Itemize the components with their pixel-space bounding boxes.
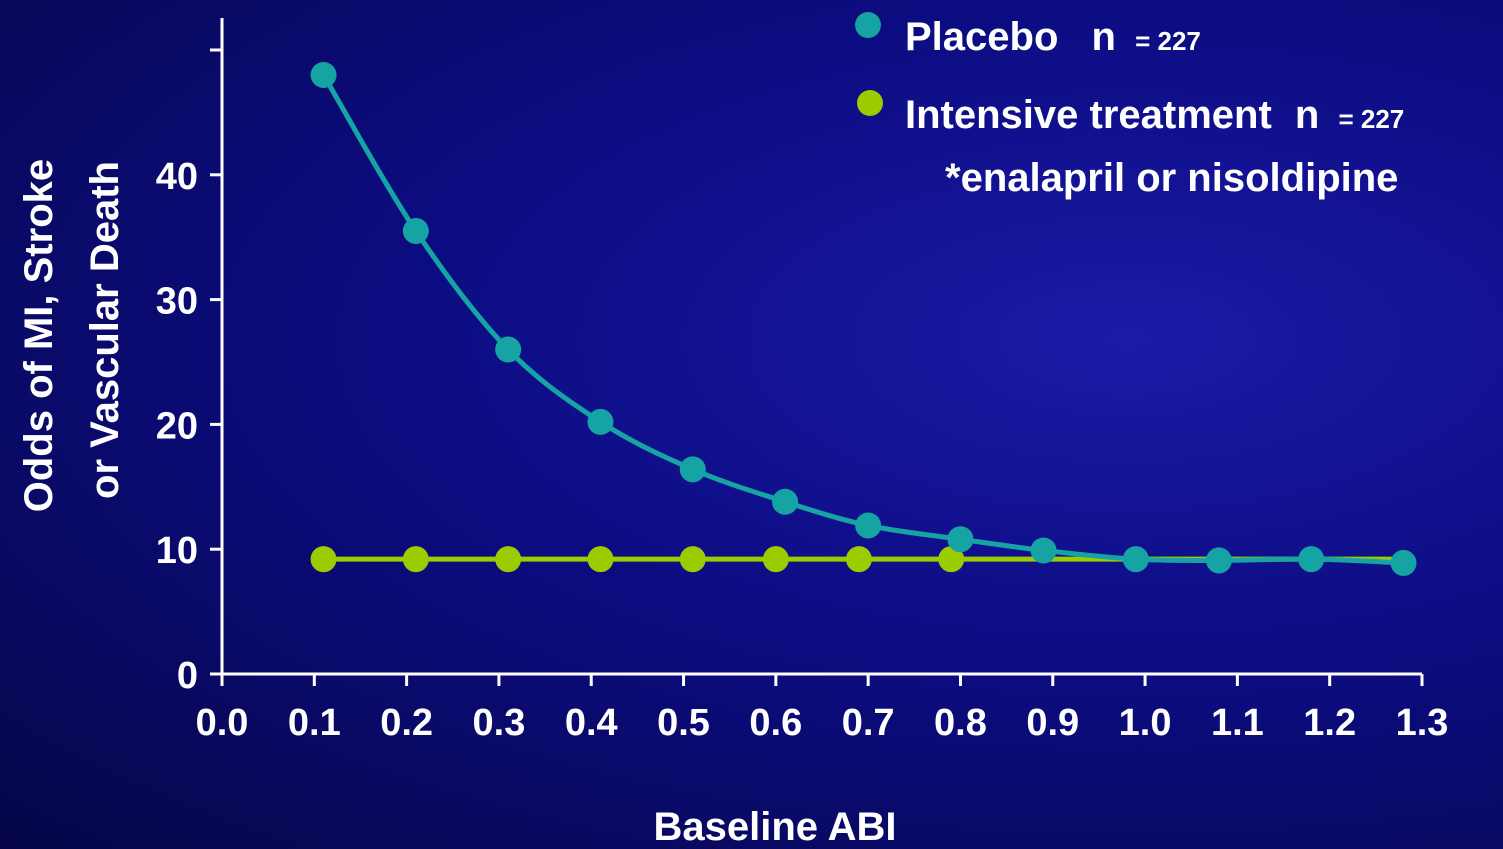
y-tick-label: 30 <box>156 281 198 323</box>
y-axis-title: Odds of MI, Stroke or Vascular Death <box>17 148 127 512</box>
y-tick-label: 10 <box>156 530 198 572</box>
data-point-intensive <box>402 546 429 573</box>
data-point-placebo <box>310 61 337 88</box>
x-tick-label: 0.1 <box>288 702 341 744</box>
data-point-intensive <box>679 546 706 573</box>
data-point-placebo <box>1298 546 1325 573</box>
data-point-placebo <box>679 456 706 483</box>
data-point-intensive <box>310 546 337 573</box>
data-point-intensive <box>495 546 522 573</box>
data-point-placebo <box>1205 547 1232 574</box>
x-tick-label: 1.0 <box>1119 702 1172 744</box>
x-axis-ticks: 0.0 0.1 0.2 0.3 0.4 0.5 0.6 0.7 0.8 0.9 1.0 1.1 1.2 1… <box>196 674 1449 744</box>
x-tick-label: 0.0 <box>196 702 249 744</box>
x-tick-label: 0.8 <box>934 702 987 744</box>
x-axis-title: Baseline ABI <box>653 805 896 849</box>
x-tick-label: 0.3 <box>473 702 526 744</box>
legend-label-intensive: Intensive treatment n = 227 <box>905 93 1404 137</box>
legend-label-placebo: Placebo n = 227 <box>905 15 1201 59</box>
x-tick-label: 0.9 <box>1026 702 1079 744</box>
x-tick-label: 1.1 <box>1211 702 1264 744</box>
legend-note-intensive: *enalapril or nisoldipine <box>945 156 1398 200</box>
data-point-intensive <box>845 546 872 573</box>
series-line-placebo <box>321 73 1404 566</box>
legend-name-intensive: Intensive treatment <box>905 93 1272 137</box>
y-tick-label: 40 <box>156 156 198 198</box>
x-tick-label: 0.4 <box>565 702 618 744</box>
data-point-placebo <box>947 526 974 553</box>
legend-name-placebo: Placebo <box>905 15 1058 59</box>
legend-marker-intensive <box>857 90 883 116</box>
legend-n-label-placebo: n <box>1092 15 1116 59</box>
y-axis-ticks: 0 10 20 30 40 <box>156 48 222 697</box>
x-tick-label: 1.3 <box>1396 702 1449 744</box>
y-axis-title-line1: Odds of MI, Stroke <box>17 159 61 512</box>
chart-axes <box>212 18 1422 676</box>
series-points <box>310 61 1417 576</box>
x-tick-label: 0.5 <box>657 702 710 744</box>
data-point-placebo <box>772 488 799 515</box>
data-point-placebo <box>495 336 522 363</box>
x-tick-label: 0.2 <box>380 702 433 744</box>
data-point-intensive <box>587 546 614 573</box>
x-tick-label: 0.6 <box>749 702 802 744</box>
data-point-placebo <box>402 217 429 244</box>
legend-n-value-intensive: = 227 <box>1338 104 1404 134</box>
data-point-placebo <box>855 512 882 539</box>
data-point-intensive <box>938 546 965 573</box>
legend-n-label-intensive: n <box>1295 93 1319 137</box>
series-lines <box>321 73 1404 566</box>
data-point-placebo <box>1122 546 1149 573</box>
y-tick-label: 20 <box>156 405 198 447</box>
legend-n-value-placebo: = 227 <box>1135 26 1201 56</box>
legend-marker-placebo <box>855 12 881 38</box>
legend-item-placebo: Placebo n = 227 <box>855 12 1201 59</box>
legend-item-intensive: Intensive treatment n = 227 *enalapril o… <box>857 90 1404 200</box>
data-point-placebo <box>1390 549 1417 576</box>
x-tick-label: 0.7 <box>842 702 895 744</box>
data-point-intensive <box>762 546 789 573</box>
data-point-placebo <box>587 408 614 435</box>
data-point-placebo <box>1030 537 1057 564</box>
y-tick-label: 0 <box>177 655 198 697</box>
legend: Placebo n = 227 Intensive treatment n = … <box>855 12 1404 200</box>
y-axis-title-line2: or Vascular Death <box>83 161 127 499</box>
x-tick-label: 1.2 <box>1303 702 1356 744</box>
